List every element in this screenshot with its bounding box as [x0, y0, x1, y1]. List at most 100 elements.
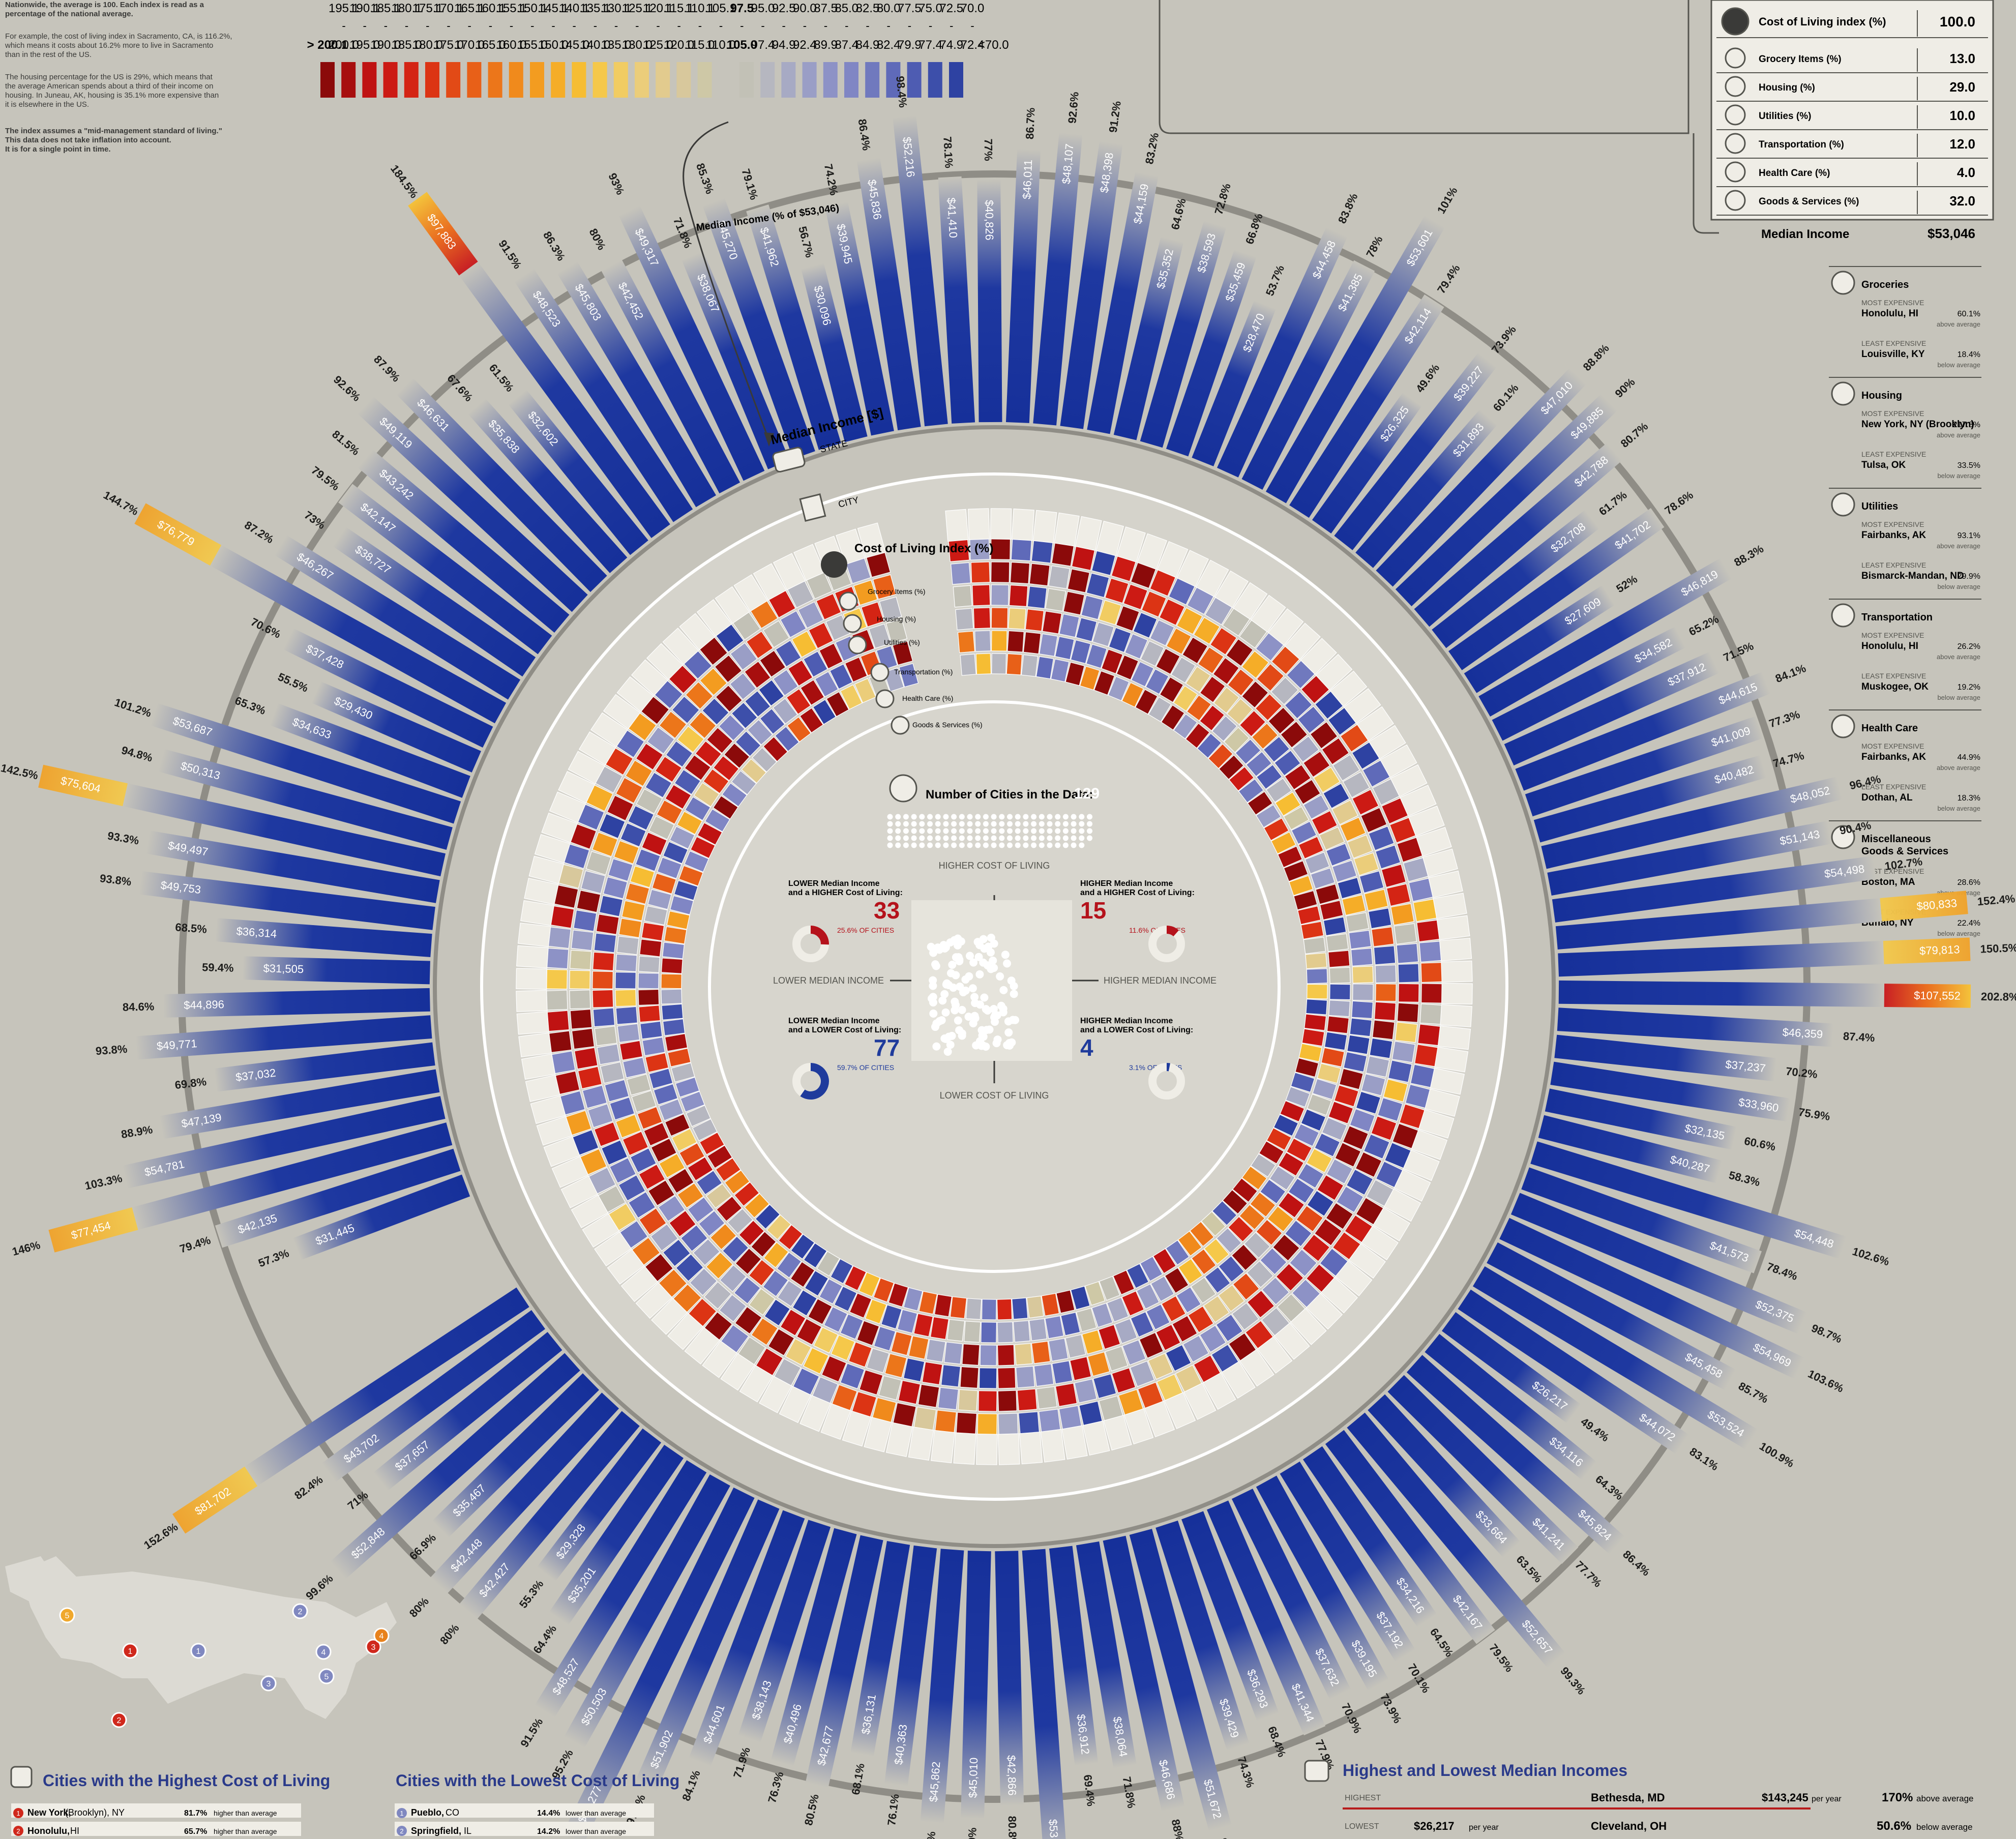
- index-cell: [595, 766, 623, 793]
- index-cell: [1114, 1318, 1138, 1344]
- index-cell: [819, 1278, 843, 1304]
- index-cell: [996, 1298, 1013, 1320]
- index-cell: [1216, 1227, 1242, 1254]
- index-cell: [1319, 826, 1345, 851]
- index-cell: [603, 876, 628, 900]
- index-cell: [1189, 1221, 1214, 1247]
- index-cell: [713, 755, 739, 781]
- income-pct-label: 55.5%: [276, 670, 310, 695]
- income-bar: [995, 1551, 1024, 1806]
- index-cell: [675, 1254, 704, 1282]
- index-cell: [934, 1410, 957, 1433]
- index-cell: [573, 909, 597, 932]
- scale-dash: -: [719, 19, 723, 32]
- scale-upper-label: 160.1: [475, 2, 506, 15]
- city-dot: [929, 982, 937, 990]
- income-bar: [1530, 1141, 1847, 1259]
- city-dot: [984, 942, 993, 951]
- legend-row-label: Grocery Items (%): [1759, 54, 1842, 65]
- income-bar: [1265, 215, 1445, 503]
- index-cell: [1311, 810, 1338, 835]
- index-cell: [1146, 1303, 1171, 1330]
- legend-row-value: 12.0: [1949, 136, 1975, 152]
- scale-lower-label: 200.0: [329, 38, 359, 52]
- scale-dash: -: [866, 19, 869, 32]
- city-dot: [911, 842, 917, 848]
- index-cell: [1177, 1230, 1202, 1257]
- color-scale-legend: > 200.1195.1-200.0190.1-195.0185.1-190.0…: [307, 2, 1009, 98]
- city-dot: [1087, 835, 1092, 841]
- index-cell: [693, 1238, 721, 1266]
- index-cell: [1345, 912, 1370, 933]
- city-index-column: [1177, 1230, 1293, 1374]
- index-cell: [1347, 834, 1373, 859]
- city-dot: [1003, 959, 1012, 968]
- income-bar: [689, 1510, 805, 1767]
- index-cell: [566, 1110, 592, 1136]
- income-bar: [1347, 1412, 1566, 1668]
- income-bar: [1334, 352, 1497, 550]
- income-pct-label: 87.4%: [1843, 1030, 1875, 1045]
- city-index-column: [520, 900, 687, 944]
- index-cell: [662, 942, 685, 959]
- index-cell: [965, 1298, 982, 1320]
- index-cell: [1303, 794, 1330, 820]
- scale-upper-label: 90.0: [793, 2, 817, 15]
- scale-dash: -: [824, 19, 827, 32]
- city-dot: [951, 842, 957, 848]
- index-cell: [1075, 617, 1098, 642]
- income-pct-label: 152.4%: [1977, 892, 2016, 908]
- income-pct-label: 65.2%: [1687, 612, 1721, 638]
- index-cell: [609, 1096, 635, 1120]
- index-cell: [737, 1336, 766, 1365]
- income-bar: [805, 1535, 883, 1788]
- income-bar: [893, 115, 948, 427]
- extreme-least-value: 29.9%: [1958, 572, 1980, 581]
- income-bar: [459, 1411, 640, 1619]
- index-cell: [1343, 1051, 1368, 1073]
- income-bar: [1547, 821, 1832, 896]
- income-bar: [396, 378, 607, 592]
- index-cell: [516, 968, 548, 990]
- city-index-column: [590, 712, 739, 820]
- scale-upper-label: 87.5: [814, 2, 838, 15]
- index-cell: [1300, 675, 1330, 704]
- index-cell: [675, 1077, 700, 1098]
- city-dot: [935, 945, 944, 954]
- index-cell: [724, 1170, 750, 1195]
- index-cell: [548, 927, 572, 949]
- index-cell: [762, 620, 790, 648]
- city-index-column: [568, 751, 723, 846]
- map-marker: [260, 1675, 277, 1692]
- city-dot: [942, 980, 951, 989]
- income-bar: [1166, 249, 1257, 457]
- scale-swatch: [739, 62, 754, 98]
- index-cell: [1434, 1046, 1469, 1073]
- intro-line: it is elsewhere in the US.: [5, 100, 89, 109]
- index-cell: [516, 990, 548, 1012]
- index-cell: [741, 758, 767, 784]
- scale-swatch: [362, 62, 377, 98]
- index-cell: [569, 970, 591, 990]
- index-cell: [790, 1261, 815, 1288]
- index-cell: [786, 688, 811, 715]
- city-dot: [1079, 814, 1085, 820]
- index-cell: [696, 1170, 723, 1195]
- index-cell: [1408, 878, 1434, 902]
- city-dot: [983, 828, 989, 834]
- index-cell: [750, 600, 779, 629]
- income-value-label: $107,552: [1914, 989, 1961, 1002]
- scale-swatch: [781, 62, 796, 98]
- index-cell: [1351, 741, 1380, 770]
- extreme-least-note: below average: [1937, 694, 1980, 701]
- income-pct-label: 85.7%: [1736, 1379, 1770, 1405]
- index-cell: [759, 650, 786, 678]
- index-cell: [1256, 764, 1283, 790]
- city-dot: [927, 828, 933, 834]
- extreme-title: Housing: [1861, 390, 1902, 401]
- index-cell: [731, 702, 758, 729]
- index-cell: [799, 707, 824, 733]
- city-dot: [919, 842, 925, 848]
